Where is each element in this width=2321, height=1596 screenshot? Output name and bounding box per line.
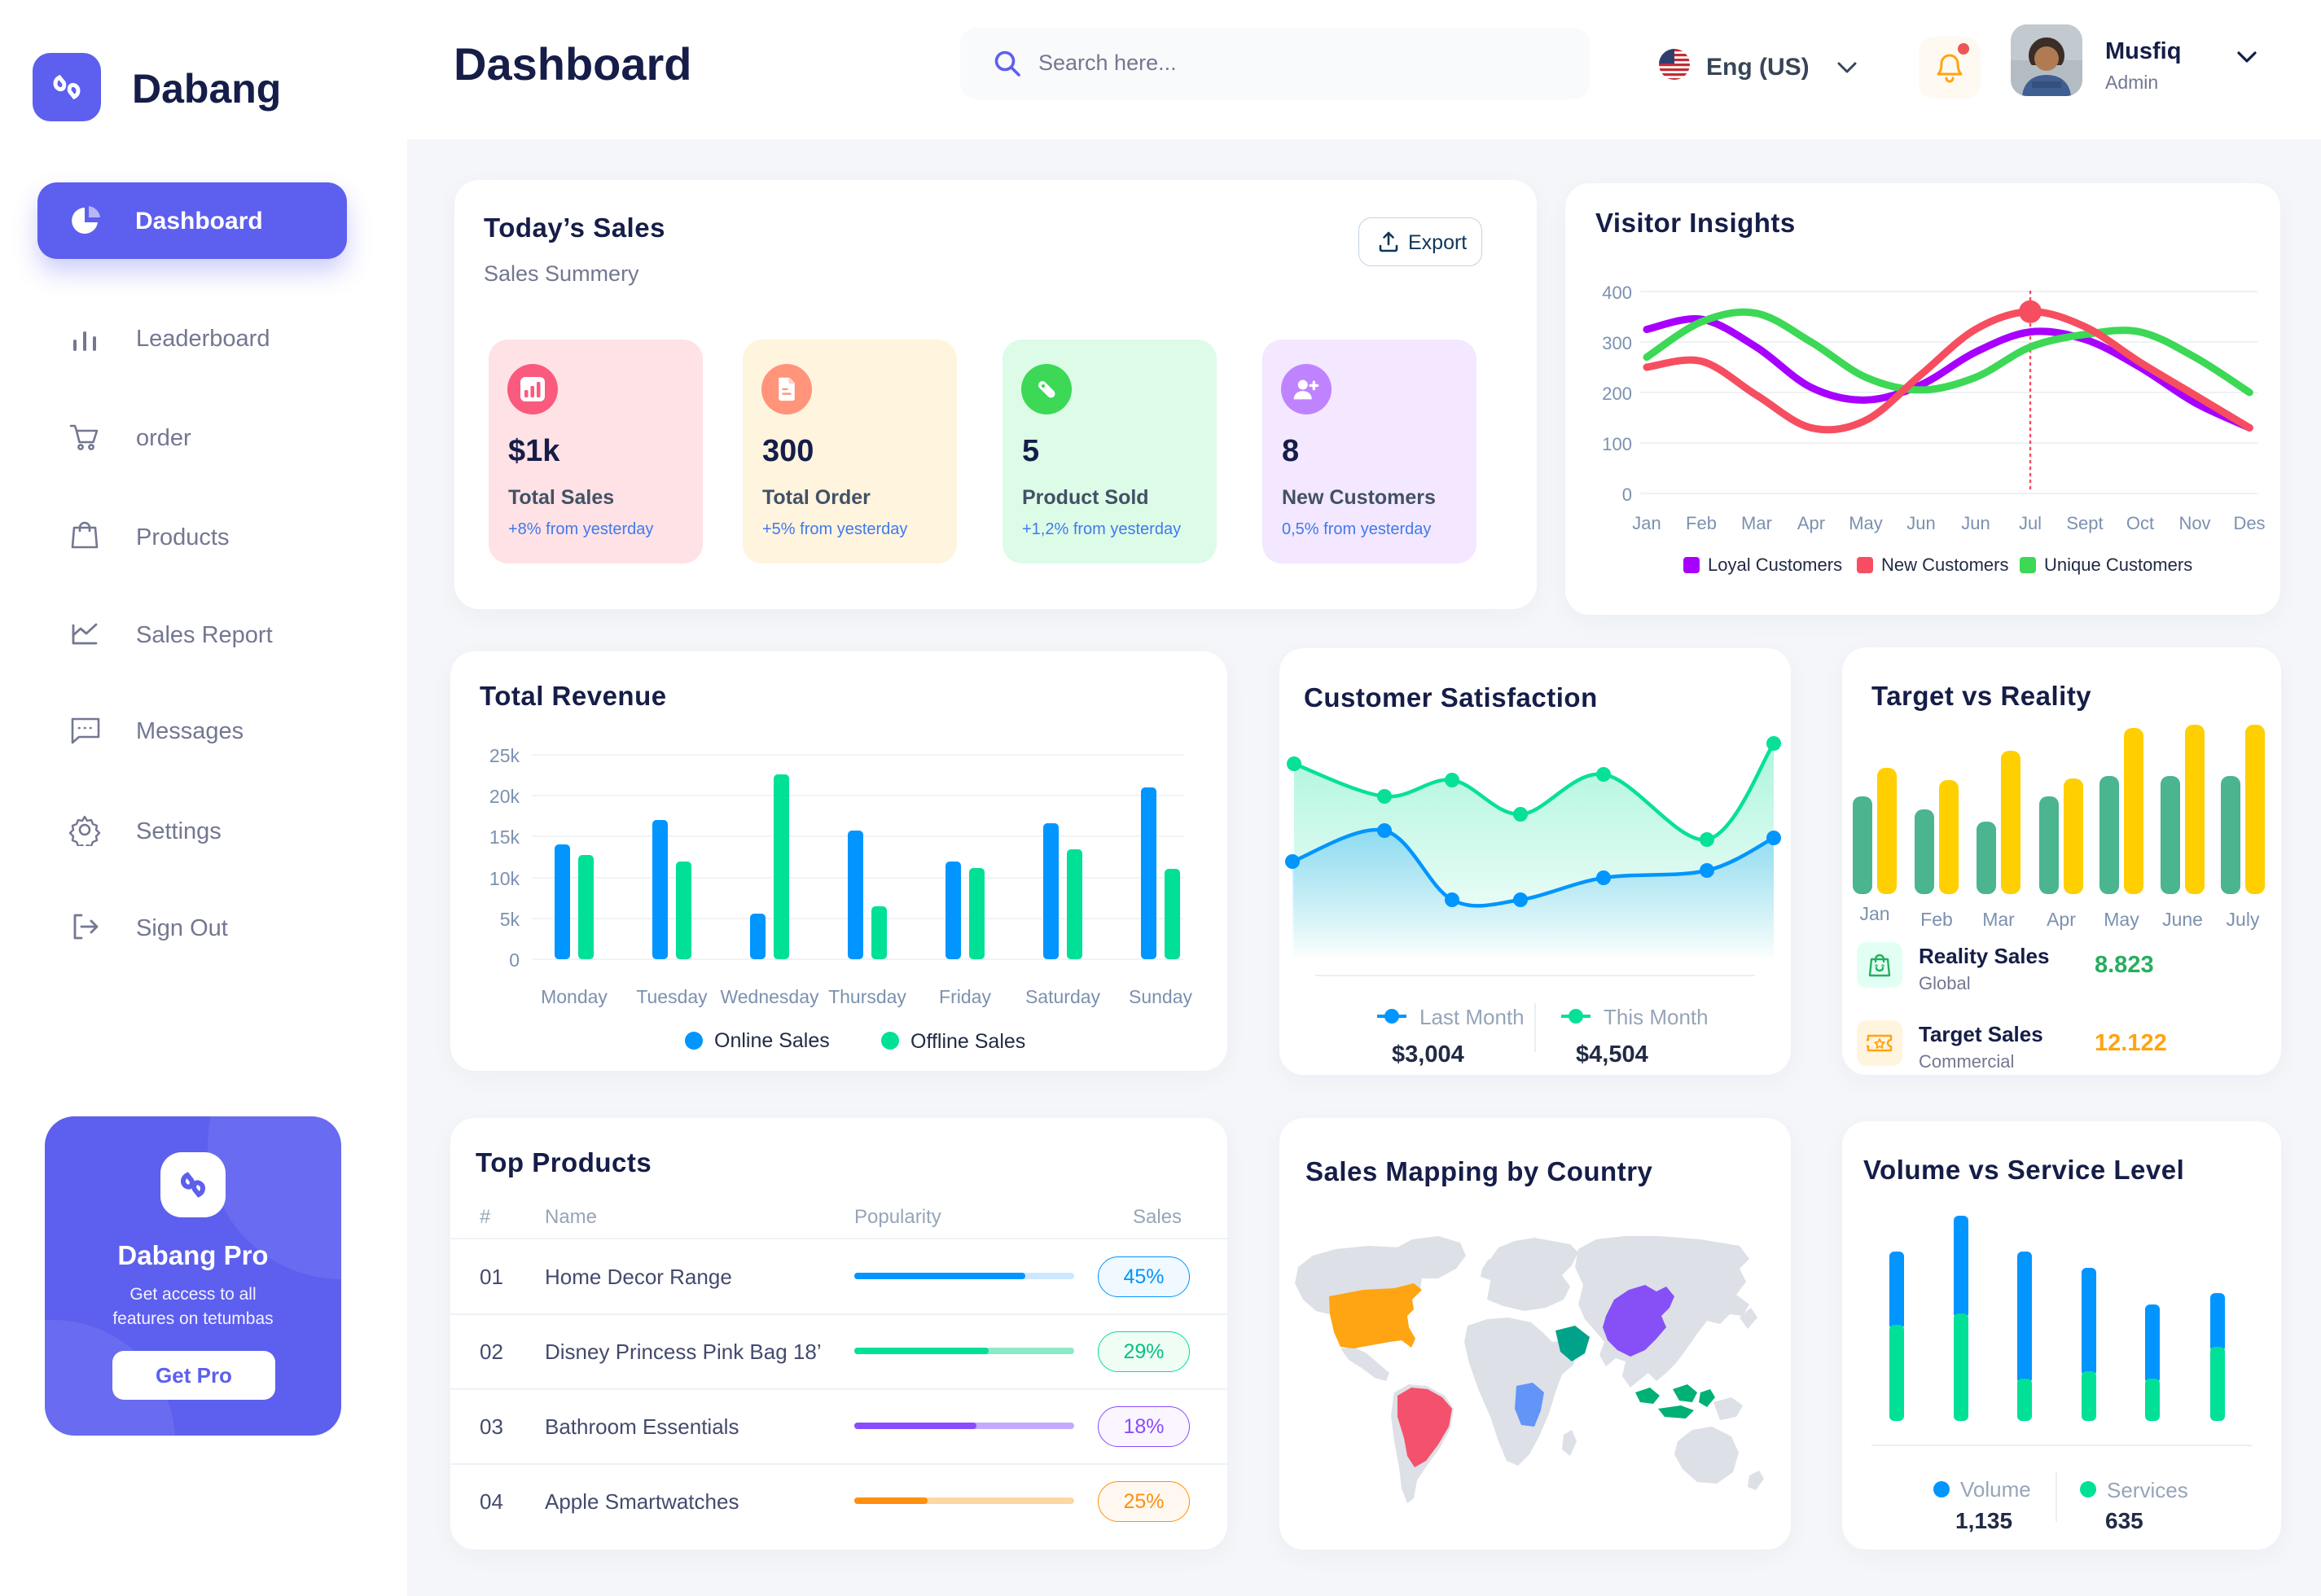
svg-text:Online Sales: Online Sales [714, 1029, 830, 1052]
svg-text:Jun: Jun [1906, 513, 1935, 533]
svg-text:20k: 20k [489, 786, 520, 807]
svg-text:Offline Sales: Offline Sales [910, 1030, 1025, 1053]
svg-text:Thursday: Thursday [828, 986, 906, 1007]
svg-text:This Month: This Month [1604, 1005, 1709, 1029]
svg-text:Last Month: Last Month [1419, 1005, 1525, 1029]
svg-text:400: 400 [1602, 283, 1632, 303]
svg-text:Services: Services [2107, 1478, 2188, 1502]
svg-text:Jan: Jan [1859, 903, 1889, 924]
svg-text:100: 100 [1602, 434, 1632, 454]
svg-text:Oct: Oct [2126, 513, 2154, 533]
svg-text:300: 300 [1602, 333, 1632, 353]
svg-text:June: June [2162, 909, 2203, 930]
svg-text:$3,004: $3,004 [1392, 1041, 1464, 1068]
svg-text:Jan: Jan [1632, 513, 1661, 533]
svg-text:Tuesday: Tuesday [636, 986, 708, 1007]
svg-text:Jun: Jun [1961, 513, 1990, 533]
svg-text:Wednesday: Wednesday [720, 986, 819, 1007]
svg-text:Feb: Feb [1920, 909, 1953, 930]
svg-text:200: 200 [1602, 384, 1632, 404]
svg-text:1,135: 1,135 [1955, 1508, 2012, 1533]
svg-text:July: July [2227, 909, 2260, 930]
svg-text:Unique Customers: Unique Customers [2044, 555, 2192, 575]
svg-text:10k: 10k [489, 868, 520, 889]
svg-text:Nov: Nov [2178, 513, 2210, 533]
svg-text:Mar: Mar [1741, 513, 1772, 533]
svg-text:Volume: Volume [1960, 1477, 2031, 1502]
svg-text:Jul: Jul [2019, 513, 2042, 533]
svg-text:5k: 5k [500, 909, 520, 930]
svg-text:Des: Des [2233, 513, 2265, 533]
svg-text:Sunday: Sunday [1129, 986, 1193, 1007]
svg-text:New Customers: New Customers [1881, 555, 2008, 575]
svg-text:Saturday: Saturday [1025, 986, 1101, 1007]
svg-text:Mar: Mar [1982, 909, 2015, 930]
svg-text:Apr: Apr [1797, 513, 1825, 533]
svg-text:0: 0 [1622, 484, 1632, 505]
svg-text:0: 0 [509, 949, 520, 971]
svg-text:Friday: Friday [939, 986, 991, 1007]
svg-text:May: May [2104, 909, 2139, 930]
svg-text:15k: 15k [489, 826, 520, 848]
svg-text:Loyal Customers: Loyal Customers [1708, 555, 1842, 575]
svg-text:25k: 25k [489, 745, 520, 766]
svg-text:Sept: Sept [2066, 513, 2103, 533]
svg-text:Monday: Monday [541, 986, 608, 1007]
svg-text:$4,504: $4,504 [1576, 1041, 1648, 1068]
svg-text:Apr: Apr [2047, 909, 2076, 930]
svg-text:May: May [1849, 513, 1883, 533]
svg-text:635: 635 [2105, 1508, 2143, 1533]
svg-text:Feb: Feb [1686, 513, 1717, 533]
